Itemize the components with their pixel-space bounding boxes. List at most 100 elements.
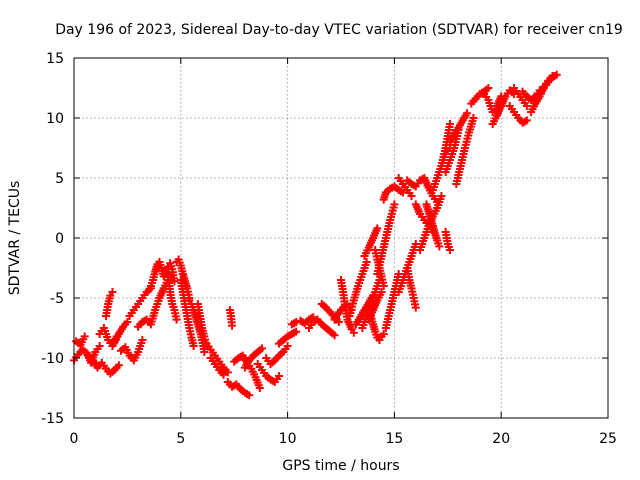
point-markers <box>287 313 318 329</box>
point-markers <box>505 102 531 127</box>
point-markers <box>202 339 232 377</box>
series-arc-36 <box>373 200 399 278</box>
series-arc-5 <box>102 288 117 320</box>
point-markers <box>240 344 266 372</box>
y-tick-label: -5 <box>50 291 64 307</box>
y-tick-label: 15 <box>46 51 64 67</box>
series-arc-33 <box>360 224 382 260</box>
series-arc-6 <box>110 318 132 347</box>
grid <box>74 58 608 418</box>
series-arc-42 <box>441 228 454 254</box>
point-markers <box>262 342 292 368</box>
point-markers <box>535 72 557 98</box>
point-markers <box>373 200 399 278</box>
point-markers <box>275 327 301 348</box>
point-markers <box>253 360 284 386</box>
series-arc-16 <box>202 339 232 377</box>
point-markers <box>163 270 181 324</box>
series-arc-19 <box>223 378 254 400</box>
y-tick-label: 5 <box>55 171 64 187</box>
x-tick-label: 20 <box>492 431 510 447</box>
y-tick-label: -15 <box>41 411 64 427</box>
point-markers <box>379 182 407 204</box>
series-arc-25 <box>287 313 318 329</box>
y-tick-label: -10 <box>41 351 64 367</box>
series-arc-3 <box>84 351 123 378</box>
series-arc-30 <box>345 258 371 320</box>
series-arc-9 <box>134 276 172 331</box>
point-markers <box>172 255 194 302</box>
point-markers <box>480 90 506 116</box>
series-arc-17 <box>206 354 228 379</box>
series-arc-52 <box>445 109 472 146</box>
series-arc-59 <box>527 70 561 116</box>
y-tick-label: 0 <box>55 231 64 247</box>
point-markers <box>72 332 89 349</box>
point-markers <box>488 86 519 128</box>
series-arc-21 <box>240 344 266 372</box>
point-markers <box>403 264 420 312</box>
series-arc-2 <box>72 332 89 349</box>
series-arc-18 <box>225 306 237 330</box>
series-arc-24 <box>275 327 301 348</box>
series-arc-57 <box>510 84 531 110</box>
series-arc-26 <box>304 315 339 340</box>
x-axis-label: GPS time / hours <box>282 458 399 474</box>
series-arc-23 <box>262 342 292 368</box>
series-arc-54 <box>480 90 506 116</box>
y-tick-label: 10 <box>46 111 64 127</box>
point-markers <box>134 276 172 331</box>
point-markers <box>146 258 179 290</box>
point-markers <box>176 276 198 350</box>
chart-title: Day 196 of 2023, Sidereal Day-to-day VTE… <box>55 22 623 38</box>
point-markers <box>110 318 132 347</box>
point-markers <box>116 336 147 365</box>
point-markers <box>304 315 339 340</box>
axis-ticks <box>73 57 609 419</box>
point-markers <box>225 306 237 330</box>
series-arc-56 <box>505 102 531 127</box>
y-tick-labels: -15 -10 -5 0 5 10 15 <box>41 51 64 427</box>
series-arc-51 <box>452 114 478 188</box>
series-arc-22 <box>253 360 284 386</box>
x-tick-label: 15 <box>385 431 403 447</box>
point-markers <box>206 354 228 379</box>
y-axis-label: SDTVAR / TECUs <box>7 181 23 296</box>
series-arc-47 <box>422 200 444 251</box>
point-markers <box>223 378 254 400</box>
point-markers <box>422 200 444 251</box>
x-tick-label: 0 <box>70 431 79 447</box>
x-tick-labels: 0 5 10 15 20 25 <box>70 431 617 447</box>
series-arc-7 <box>116 336 147 365</box>
point-markers <box>445 109 472 146</box>
x-tick-label: 10 <box>279 431 297 447</box>
point-markers <box>366 312 388 344</box>
point-markers <box>102 288 117 320</box>
series-arc-55 <box>488 86 519 128</box>
point-markers <box>510 84 531 110</box>
point-markers <box>394 174 416 200</box>
data-points <box>70 70 561 400</box>
point-markers <box>527 70 561 116</box>
point-markers <box>452 114 478 188</box>
series-arc-38 <box>381 270 403 332</box>
series-arc-10 <box>146 258 179 290</box>
point-markers <box>125 284 155 320</box>
point-markers <box>381 270 403 332</box>
series-arc-45 <box>403 174 442 206</box>
series-arc-8 <box>125 284 155 320</box>
series-arc-37 <box>366 312 388 344</box>
point-markers <box>403 174 442 206</box>
point-markers <box>84 351 123 378</box>
series-arc-11 <box>163 270 181 324</box>
point-markers <box>360 224 382 260</box>
series-arc-12 <box>172 255 194 302</box>
point-markers <box>345 258 371 320</box>
x-tick-label: 25 <box>599 431 617 447</box>
x-tick-label: 5 <box>176 431 185 447</box>
series-arc-40 <box>403 264 420 312</box>
point-markers <box>441 228 454 254</box>
series-arc-44 <box>394 174 416 200</box>
series-arc-43 <box>379 182 407 204</box>
